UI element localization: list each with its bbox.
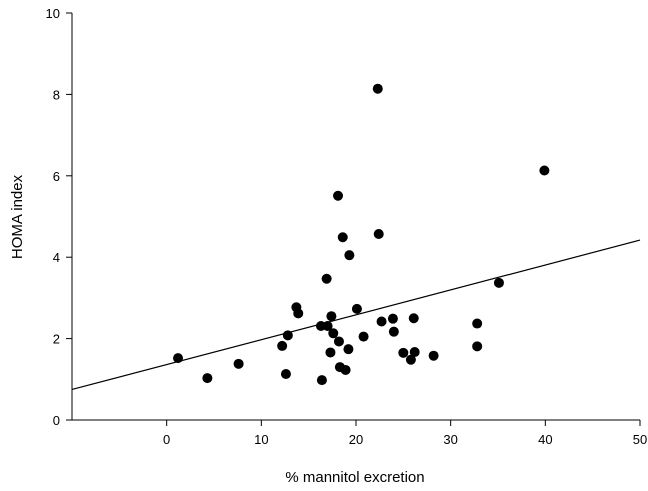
x-axis-ticks: 0 10 20 30 40 50 [163,420,647,447]
data-point [325,347,336,358]
x-tick-label: 0 [163,432,170,447]
data-points [173,83,550,386]
data-point [293,308,304,319]
axes [71,13,640,421]
data-point [472,318,483,329]
data-point [376,316,387,327]
data-point [337,232,348,243]
data-point [388,326,399,337]
data-point [343,344,354,355]
data-point [333,190,344,201]
data-point [493,277,504,288]
data-point [173,353,184,364]
x-axis-title: % mannitol excretion [285,469,424,486]
x-tick-label: 10 [254,432,268,447]
data-point [372,83,383,94]
data-point [328,328,339,339]
data-point [408,313,419,324]
data-point [233,358,244,369]
data-point [358,331,369,342]
data-point [277,340,288,351]
x-tick-label: 50 [633,432,647,447]
y-tick-label: 6 [53,169,60,184]
data-point [387,313,398,324]
data-point [405,354,416,365]
data-point [280,369,291,380]
y-tick-label: 2 [53,332,60,347]
data-point [282,330,293,341]
y-tick-label: 10 [46,6,60,21]
y-tick-label: 4 [53,250,60,265]
data-point [398,347,409,358]
data-point [340,364,351,375]
x-tick-label: 40 [538,432,552,447]
data-point [539,165,550,176]
regression-line-group [71,239,641,391]
x-tick-label: 20 [349,432,363,447]
y-axis-title: HOMA index [9,174,26,259]
data-point [316,375,327,386]
data-point [326,311,337,322]
data-point [202,373,213,384]
data-point [333,336,344,347]
y-tick-label: 0 [53,413,60,428]
x-tick-label: 30 [443,432,457,447]
data-point [321,273,332,284]
y-axis-ticks: 0 2 4 6 8 10 [46,6,72,428]
data-point [322,320,333,331]
data-point [351,303,362,314]
regression-line [71,239,641,391]
data-point [472,341,483,352]
data-point [373,229,384,240]
data-point [344,250,355,261]
data-point [409,347,420,358]
y-tick-label: 8 [53,87,60,102]
data-point [428,350,439,361]
